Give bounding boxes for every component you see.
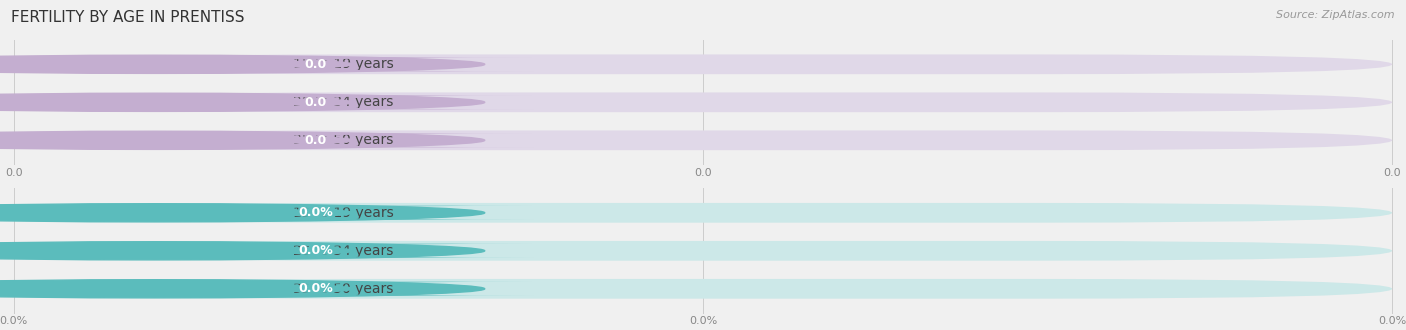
FancyBboxPatch shape bbox=[21, 132, 351, 149]
FancyBboxPatch shape bbox=[97, 244, 534, 258]
FancyBboxPatch shape bbox=[97, 57, 534, 71]
FancyBboxPatch shape bbox=[14, 241, 1392, 261]
FancyBboxPatch shape bbox=[14, 92, 1392, 112]
Text: 15 to 19 years: 15 to 19 years bbox=[292, 206, 394, 220]
Circle shape bbox=[0, 93, 485, 112]
Text: 0.0%: 0.0% bbox=[298, 206, 333, 219]
FancyBboxPatch shape bbox=[21, 243, 351, 259]
Text: FERTILITY BY AGE IN PRENTISS: FERTILITY BY AGE IN PRENTISS bbox=[11, 10, 245, 25]
FancyBboxPatch shape bbox=[14, 130, 1392, 150]
Text: 15 to 19 years: 15 to 19 years bbox=[292, 57, 394, 71]
FancyBboxPatch shape bbox=[21, 204, 351, 221]
Text: 0.0: 0.0 bbox=[305, 96, 326, 109]
FancyBboxPatch shape bbox=[97, 95, 534, 110]
FancyBboxPatch shape bbox=[14, 279, 1392, 299]
FancyBboxPatch shape bbox=[21, 94, 351, 111]
FancyBboxPatch shape bbox=[14, 54, 1392, 74]
Text: 0.0: 0.0 bbox=[305, 58, 326, 71]
Circle shape bbox=[0, 55, 485, 73]
FancyBboxPatch shape bbox=[21, 56, 351, 73]
Text: 0.0: 0.0 bbox=[305, 134, 326, 147]
FancyBboxPatch shape bbox=[97, 206, 534, 220]
FancyBboxPatch shape bbox=[97, 133, 534, 148]
Circle shape bbox=[0, 131, 485, 149]
Circle shape bbox=[0, 204, 485, 222]
FancyBboxPatch shape bbox=[97, 282, 534, 296]
FancyBboxPatch shape bbox=[14, 203, 1392, 223]
Text: 35 to 50 years: 35 to 50 years bbox=[292, 282, 392, 296]
Text: 0.0%: 0.0% bbox=[298, 244, 333, 257]
Text: 0.0%: 0.0% bbox=[298, 282, 333, 295]
Text: 20 to 34 years: 20 to 34 years bbox=[292, 244, 392, 258]
Text: 20 to 34 years: 20 to 34 years bbox=[292, 95, 392, 109]
FancyBboxPatch shape bbox=[21, 280, 351, 297]
Circle shape bbox=[0, 280, 485, 298]
Circle shape bbox=[0, 242, 485, 260]
Text: 35 to 50 years: 35 to 50 years bbox=[292, 133, 392, 147]
Text: Source: ZipAtlas.com: Source: ZipAtlas.com bbox=[1277, 10, 1395, 20]
